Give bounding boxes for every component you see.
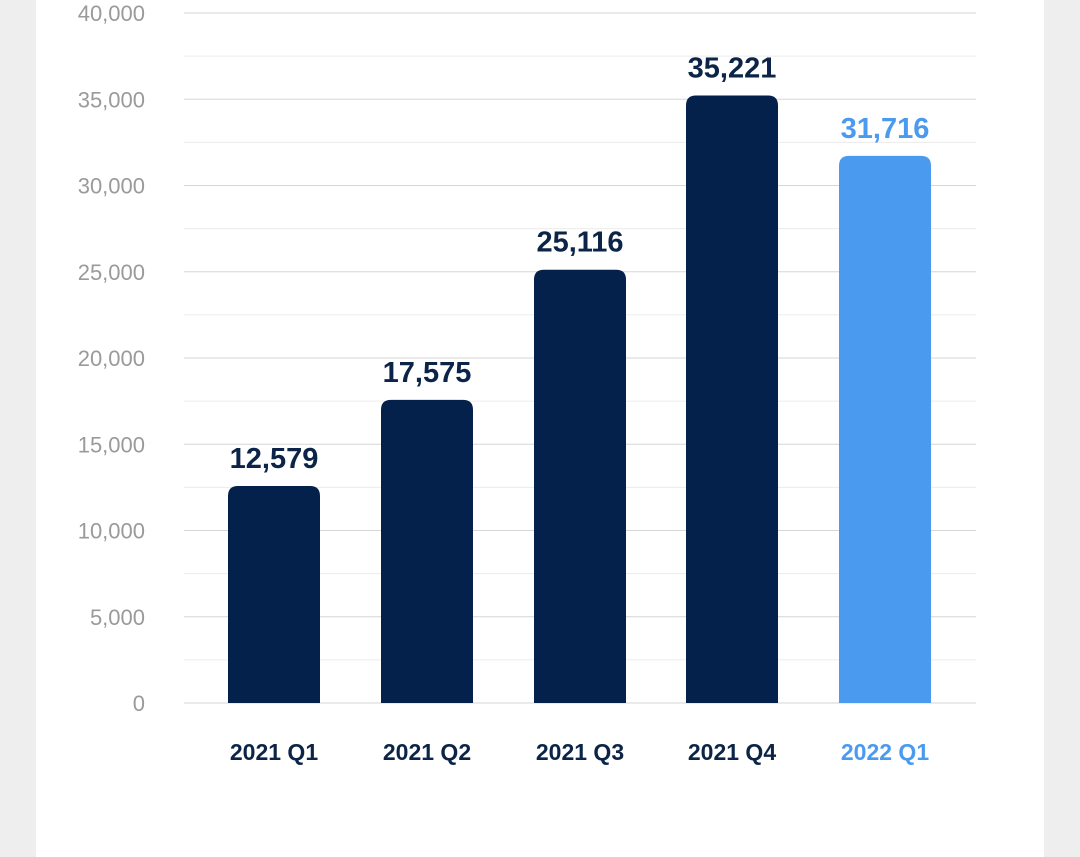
x-axis-categories: 2021 Q1 2021 Q2 2021 Q3 2021 Q4 2022 Q1 xyxy=(230,739,929,765)
data-label: 25,116 xyxy=(536,227,623,259)
bar-2021-q1 xyxy=(228,486,320,703)
bars xyxy=(228,95,931,704)
y-tick-label: 20,000 xyxy=(78,346,145,371)
y-tick-label: 35,000 xyxy=(78,87,145,112)
data-label: 35,221 xyxy=(688,52,777,84)
bar-2021-q2 xyxy=(381,399,473,703)
bar-2022-q1 xyxy=(839,155,931,704)
data-label: 12,579 xyxy=(230,443,319,475)
category-label: 2021 Q3 xyxy=(536,739,624,765)
y-axis-ticks: 0 5,000 10,000 15,000 20,000 25,000 30,000 35,0… xyxy=(78,1,145,716)
data-label: 31,716 xyxy=(841,113,930,145)
category-label: 2021 Q2 xyxy=(383,739,471,765)
y-tick-label: 30,000 xyxy=(78,174,145,199)
y-tick-label: 10,000 xyxy=(78,519,145,544)
category-label: 2021 Q4 xyxy=(688,739,776,765)
bar-2021-q4 xyxy=(686,95,778,704)
category-label: 2022 Q1 xyxy=(841,739,929,765)
data-labels: 12,579 17,575 25,116 35,221 31,716 xyxy=(230,52,930,475)
y-tick-label: 15,000 xyxy=(78,432,145,457)
y-tick-label: 40,000 xyxy=(78,1,145,26)
data-label: 17,575 xyxy=(383,357,472,389)
category-label: 2021 Q1 xyxy=(230,739,318,765)
y-tick-label: 5,000 xyxy=(90,605,145,630)
y-tick-label: 0 xyxy=(133,691,145,716)
bar-2021-q3 xyxy=(534,269,626,703)
y-tick-label: 25,000 xyxy=(78,260,145,285)
